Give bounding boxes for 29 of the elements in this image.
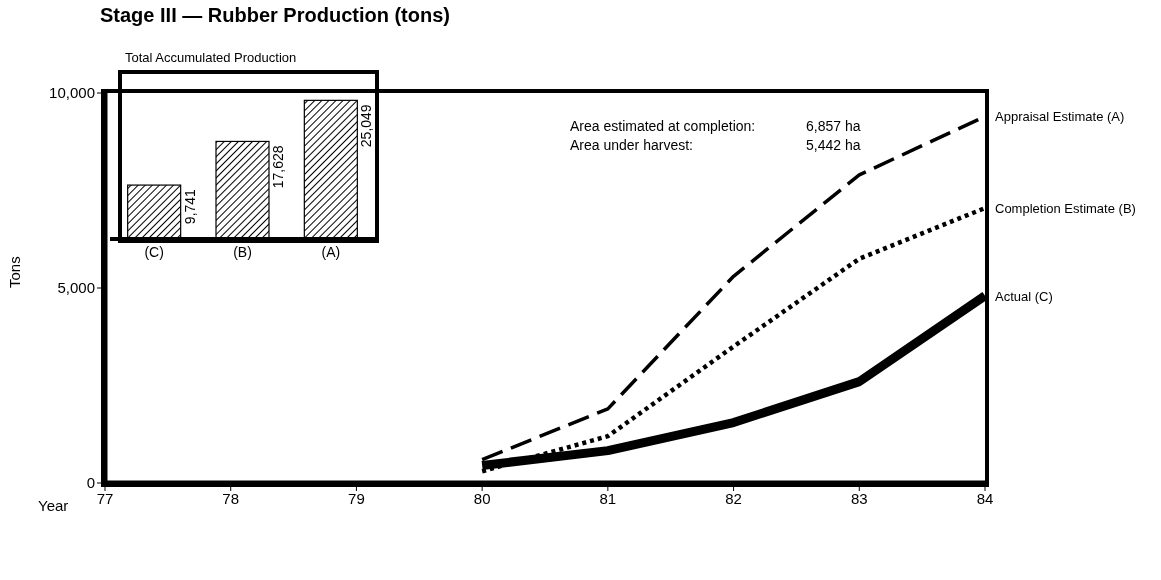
x-tick-label: 84 <box>976 489 994 507</box>
y-axis-title: Tons <box>6 256 24 288</box>
x-tick-label: (A) <box>321 243 341 260</box>
series-label: Actual (C) <box>995 288 1053 304</box>
data-label: 25,049 <box>358 104 375 148</box>
x-tick-label: (C) <box>144 243 164 260</box>
y-tick-label: 0 <box>86 474 95 492</box>
x-axis-title: Year <box>38 497 69 514</box>
chart-title: Stage III — Rubber Production (tons) <box>100 4 450 27</box>
series-label: Appraisal Estimate (A) <box>995 109 1125 125</box>
data-label: 17,628 <box>270 145 286 189</box>
y-tick-label: 10,000 <box>49 84 95 102</box>
data-label: 9,741 <box>181 188 198 225</box>
annotation: 5,442 ha <box>806 137 861 153</box>
x-tick-label: 78 <box>222 489 240 507</box>
x-tick-label: 82 <box>725 489 742 507</box>
x-tick-label: 77 <box>96 489 114 507</box>
line-series <box>479 205 985 474</box>
chart-title: Total Accumulated Production <box>125 50 297 65</box>
x-tick-label: 81 <box>599 489 617 507</box>
x-tick-label: 83 <box>850 489 868 507</box>
x-tick-label: (B) <box>233 243 252 260</box>
annotation: Area estimated at completion: <box>570 118 757 134</box>
y-tick-label: 5,000 <box>57 279 95 297</box>
series-label: Completion Estimate (B) <box>995 201 1136 217</box>
annotation: Area under harvest: <box>570 137 694 153</box>
x-tick-label: 79 <box>348 489 365 507</box>
x-tick-label: 80 <box>473 489 491 507</box>
annotation: 6,857 ha <box>806 118 861 134</box>
